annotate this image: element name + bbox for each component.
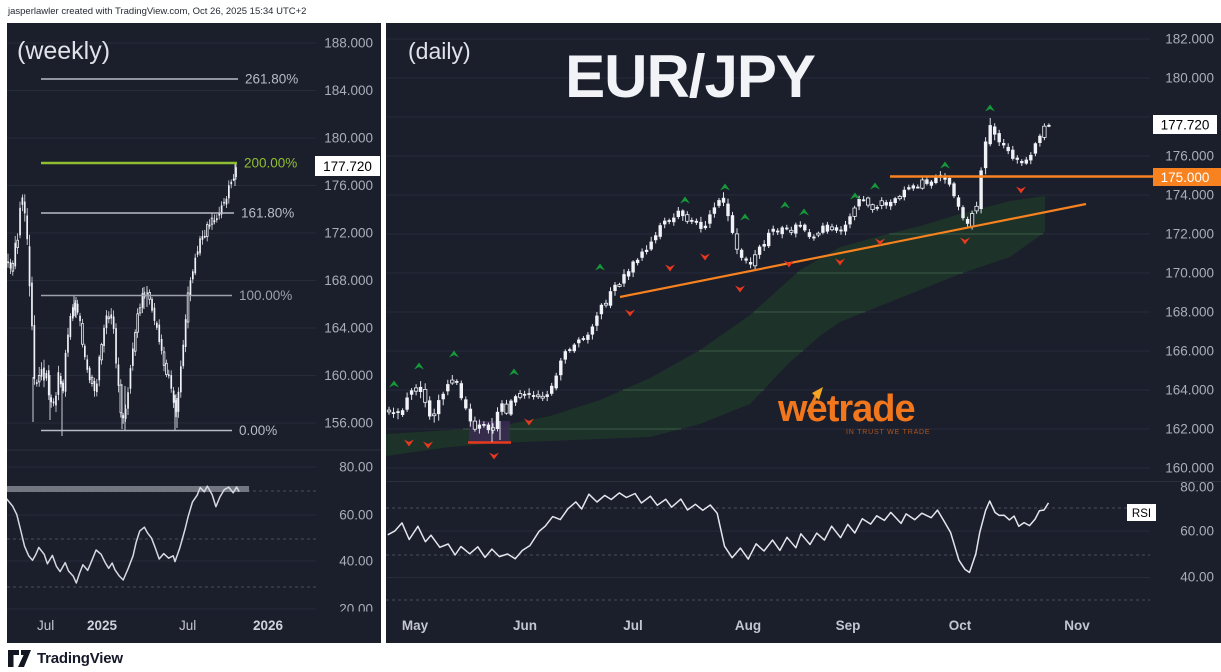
- svg-text:172.000: 172.000: [1165, 227, 1214, 242]
- svg-text:Oct: Oct: [949, 618, 972, 633]
- svg-text:188.000: 188.000: [324, 36, 373, 51]
- svg-text:100.00%: 100.00%: [239, 288, 292, 303]
- svg-text:Nov: Nov: [1064, 618, 1090, 633]
- svg-text:168.000: 168.000: [1165, 305, 1214, 320]
- svg-text:wetrade: wetrade: [777, 388, 915, 430]
- svg-text:177.720: 177.720: [1161, 118, 1210, 133]
- svg-text:172.000: 172.000: [324, 226, 373, 241]
- svg-text:EUR/JPY: EUR/JPY: [565, 43, 816, 110]
- svg-text:261.80%: 261.80%: [245, 72, 298, 87]
- svg-text:RSI: RSI: [1132, 508, 1151, 520]
- svg-text:174.000: 174.000: [1165, 188, 1214, 203]
- svg-text:156.000: 156.000: [324, 416, 373, 431]
- svg-text:177.720: 177.720: [323, 159, 372, 174]
- svg-text:180.000: 180.000: [324, 131, 373, 146]
- svg-text:168.000: 168.000: [324, 273, 373, 288]
- svg-text:60.00: 60.00: [1180, 524, 1214, 539]
- svg-text:166.000: 166.000: [1165, 344, 1214, 359]
- svg-text:161.80%: 161.80%: [241, 206, 294, 221]
- svg-text:80.00: 80.00: [339, 460, 373, 475]
- svg-text:80.00: 80.00: [1180, 480, 1214, 495]
- svg-text:164.000: 164.000: [1165, 383, 1214, 398]
- svg-text:164.000: 164.000: [324, 321, 373, 336]
- svg-text:May: May: [402, 618, 429, 633]
- svg-text:175.000: 175.000: [1161, 170, 1210, 185]
- svg-text:162.000: 162.000: [1165, 422, 1214, 437]
- svg-text:Jul: Jul: [37, 618, 54, 633]
- svg-text:Sep: Sep: [836, 618, 861, 633]
- svg-text:176.000: 176.000: [1165, 149, 1214, 164]
- svg-text:0.00%: 0.00%: [239, 423, 277, 438]
- svg-text:IN TRUST WE TRADE: IN TRUST WE TRADE: [846, 429, 930, 436]
- svg-text:Jul: Jul: [179, 618, 196, 633]
- svg-text:2025: 2025: [87, 618, 118, 633]
- svg-text:176.000: 176.000: [324, 178, 373, 193]
- svg-text:200.00%: 200.00%: [244, 156, 297, 171]
- svg-text:182.000: 182.000: [1165, 32, 1214, 47]
- svg-text:160.000: 160.000: [1165, 461, 1214, 476]
- svg-text:Jun: Jun: [513, 618, 537, 633]
- svg-text:60.00: 60.00: [339, 508, 373, 523]
- svg-text:(weekly): (weekly): [17, 37, 110, 65]
- svg-text:2026: 2026: [253, 618, 284, 633]
- svg-text:Jul: Jul: [623, 618, 643, 633]
- svg-text:160.000: 160.000: [324, 368, 373, 383]
- svg-text:40.00: 40.00: [1180, 570, 1214, 585]
- svg-text:184.000: 184.000: [324, 83, 373, 98]
- svg-text:170.000: 170.000: [1165, 266, 1214, 281]
- svg-text:40.00: 40.00: [339, 554, 373, 569]
- svg-text:180.000: 180.000: [1165, 71, 1214, 86]
- svg-text:(daily): (daily): [408, 38, 471, 64]
- svg-text:Aug: Aug: [735, 618, 761, 633]
